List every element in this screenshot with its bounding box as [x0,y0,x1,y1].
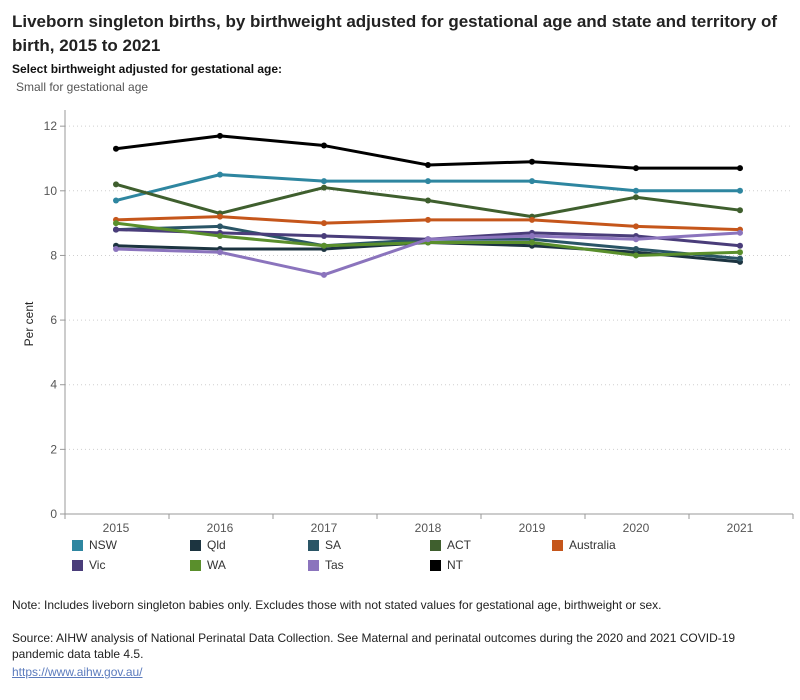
legend-item-tas[interactable]: Tas [308,558,344,572]
filter-label: Select birthweight adjusted for gestatio… [12,62,283,76]
legend-label: NSW [89,538,117,552]
legend-item-qld[interactable]: Qld [190,538,226,552]
y-tick-label: 2 [50,442,57,456]
x-tick-label: 2016 [207,521,234,535]
footnote: Note: Includes liveborn singleton babies… [12,598,662,612]
data-point-nsw [529,178,535,185]
y-tick-label: 10 [44,184,58,198]
data-point-tas [425,236,431,243]
x-tick-label: 2018 [415,521,442,535]
y-tick-label: 12 [44,119,58,133]
x-tick-label: 2015 [103,521,130,535]
data-point-australia [633,223,639,230]
data-point-tas [633,236,639,243]
y-axis-title: Per cent [22,301,36,346]
data-point-tas [113,245,119,252]
x-tick-label: 2019 [519,521,546,535]
data-point-australia [217,213,223,220]
data-point-nt [633,165,639,172]
data-point-nsw [217,171,223,178]
data-point-wa [217,233,223,240]
data-point-wa [737,249,743,256]
chart-legend: NSW Qld SA ACT Australia Vic WA Tas NT [72,538,772,580]
legend-item-vic[interactable]: Vic [72,558,105,572]
legend-swatch [308,559,319,571]
data-point-sa [217,223,223,230]
data-point-vic [321,233,327,240]
legend-swatch [72,559,83,571]
y-tick-label: 0 [50,507,57,521]
legend-label: WA [207,558,226,572]
data-point-nsw [737,187,743,194]
legend-label: Vic [89,558,106,572]
data-point-sa [633,245,639,252]
legend-label: ACT [447,538,471,552]
legend-swatch [430,539,441,551]
legend-label: Qld [207,538,226,552]
data-point-tas [321,271,327,278]
data-point-australia [529,216,535,223]
data-point-vic [113,226,119,233]
data-point-nsw [113,197,119,204]
legend-swatch [430,559,441,571]
y-tick-label: 6 [50,313,57,327]
legend-item-nt[interactable]: NT [430,558,463,572]
data-point-vic [737,242,743,249]
legend-item-act[interactable]: ACT [430,538,471,552]
line-chart: 0 2 4 6 8 10 12 2015 2016 2017 2018 2019 2020 2021 Per… [22,110,794,535]
legend-label: NT [447,558,463,572]
y-tick-label: 4 [50,378,57,392]
data-point-nt [529,158,535,165]
legend-swatch [552,539,563,551]
data-point-act [321,184,327,191]
data-point-nt [321,142,327,149]
data-point-act [425,197,431,204]
legend-swatch [190,539,201,551]
source-note: Source: AIHW analysis of National Perina… [12,631,736,661]
legend-item-sa[interactable]: SA [308,538,341,552]
y-tick-label: 8 [50,248,57,262]
chart-title: Liveborn singleton births, by birthweigh… [12,12,778,55]
data-point-australia [321,220,327,227]
data-point-wa [321,242,327,249]
data-point-nt [217,132,223,139]
data-point-nsw [425,178,431,185]
data-point-wa [633,252,639,259]
data-point-tas [217,249,223,256]
data-point-nt [737,165,743,172]
data-point-australia [425,216,431,223]
data-point-sa [737,255,743,262]
legend-swatch [72,539,83,551]
data-point-act [113,181,119,188]
legend-swatch [308,539,319,551]
data-point-wa [529,239,535,246]
aihw-link[interactable]: https://www.aihw.gov.au/ [12,665,143,679]
legend-swatch [190,559,201,571]
data-point-nt [113,145,119,152]
legend-label: SA [325,538,342,552]
data-point-act [633,194,639,201]
legend-item-wa[interactable]: WA [190,558,226,572]
birthweight-filter-select[interactable]: Small for gestational age [16,80,149,94]
legend-label: Australia [569,538,616,552]
data-point-nt [425,161,431,168]
data-point-tas [737,229,743,236]
x-tick-label: 2017 [311,521,338,535]
data-point-tas [529,233,535,240]
legend-label: Tas [325,558,344,572]
legend-item-nsw[interactable]: NSW [72,538,117,552]
x-tick-label: 2020 [623,521,650,535]
data-point-nsw [321,178,327,185]
data-point-wa [113,220,119,227]
legend-item-australia[interactable]: Australia [552,538,616,552]
data-point-act [737,207,743,214]
data-point-nsw [633,187,639,194]
x-tick-label: 2021 [727,521,754,535]
